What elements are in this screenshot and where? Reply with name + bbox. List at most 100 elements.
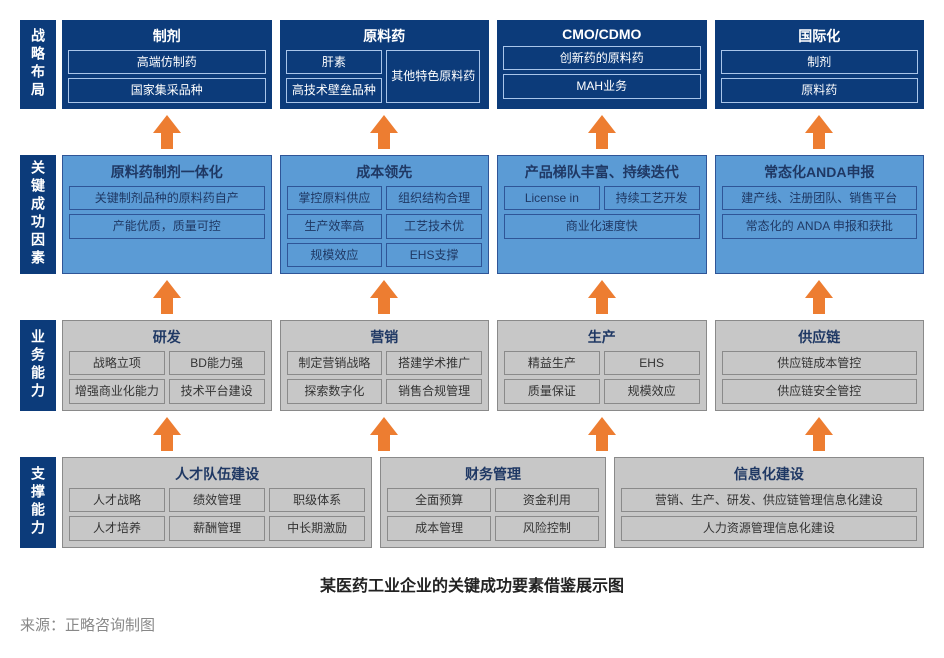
panel: 人才队伍建设人才战略绩效管理职级体系人才培养薪酬管理中长期激励 (62, 457, 372, 548)
chip: 常态化的 ANDA 申报和获批 (722, 214, 918, 238)
panel: 原料药制剂一体化关键制剂品种的原料药自产产能优质，质量可控 (62, 155, 272, 274)
chip: 原料药 (721, 78, 919, 102)
chip: EHS支撑 (386, 243, 482, 267)
row-0: 战略布局制剂高端仿制药国家集采品种原料药肝素高技术壁垒品种其他特色原料药CMO/… (20, 20, 924, 109)
chip: 规模效应 (287, 243, 383, 267)
arrow-up-icon (805, 417, 833, 451)
chip: 质量保证 (504, 379, 600, 403)
chip: 掌控原料供应 (287, 186, 383, 210)
row-content: 制剂高端仿制药国家集采品种原料药肝素高技术壁垒品种其他特色原料药CMO/CDMO… (62, 20, 924, 109)
panel: 财务管理全面预算资金利用成本管理风险控制 (380, 457, 606, 548)
side-label: 业务能力 (20, 320, 56, 411)
arrow-up-icon (370, 280, 398, 314)
chip: 建产线、注册团队、销售平台 (722, 186, 918, 210)
panel: CMO/CDMO 创新药的原料药 MAH业务 (497, 20, 707, 109)
panel-title: 常态化ANDA申报 (764, 162, 874, 182)
row-content: 原料药制剂一体化关键制剂品种的原料药自产产能优质，质量可控 成本领先掌控原料供应组… (62, 155, 924, 274)
chip: 高端仿制药 (68, 50, 266, 74)
side-label: 关键成功因素 (20, 155, 56, 274)
chip: 创新药的原料药 (503, 46, 701, 70)
chip: EHS (604, 351, 700, 375)
chip: 其他特色原料药 (386, 50, 480, 103)
arrow-up-icon (805, 115, 833, 149)
chip: 职级体系 (269, 488, 365, 512)
chip: 供应链成本管控 (722, 351, 918, 375)
panel-title: 原料药 (363, 26, 405, 46)
panel-title: 信息化建设 (734, 464, 804, 484)
chip: 销售合规管理 (386, 379, 482, 403)
chip: 肝素 (286, 50, 383, 74)
panel: 制剂高端仿制药国家集采品种 (62, 20, 272, 109)
side-label: 支撑能力 (20, 457, 56, 548)
panel: 生产精益生产EHS质量保证规模效应 (497, 320, 707, 411)
panel-title: 财务管理 (465, 464, 521, 484)
panel: 研发战略立项BD能力强增强商业化能力技术平台建设 (62, 320, 272, 411)
panel-title: 成本领先 (356, 162, 412, 182)
panel-title: 生产 (588, 327, 616, 347)
arrow-up-icon (370, 417, 398, 451)
chip: 生产效率高 (287, 214, 383, 238)
chip: MAH业务 (503, 74, 701, 98)
row-2: 业务能力研发战略立项BD能力强增强商业化能力技术平台建设营销制定营销战略搭建学术… (20, 320, 924, 411)
panel: 供应链供应链成本管控供应链安全管控 (715, 320, 925, 411)
arrow-up-icon (588, 417, 616, 451)
panel: 常态化ANDA申报建产线、注册团队、销售平台常态化的 ANDA 申报和获批 (715, 155, 925, 274)
arrow-strip (62, 115, 924, 149)
chip: 人才战略 (69, 488, 165, 512)
panel-title: 制剂 (153, 26, 181, 46)
arrow-up-icon (370, 115, 398, 149)
chip: 营销、生产、研发、供应链管理信息化建设 (621, 488, 917, 512)
panel-title: 研发 (153, 327, 181, 347)
side-label: 战略布局 (20, 20, 56, 109)
chip: 薪酬管理 (169, 516, 265, 540)
chip: 关键制剂品种的原料药自产 (69, 186, 265, 210)
chip: 商业化速度快 (504, 214, 700, 238)
chip: 高技术壁垒品种 (286, 78, 383, 102)
arrow-up-icon (805, 280, 833, 314)
chip: 国家集采品种 (68, 78, 266, 102)
row-1: 关键成功因素原料药制剂一体化关键制剂品种的原料药自产产能优质，质量可控成本领先掌… (20, 155, 924, 274)
panel-title: 人才队伍建设 (175, 464, 259, 484)
caption: 某医药工业企业的关键成功要素借鉴展示图 (20, 572, 924, 596)
panel: 营销制定营销战略搭建学术推广探索数字化销售合规管理 (280, 320, 490, 411)
panel-title: 国际化 (798, 26, 840, 46)
chip: 资金利用 (495, 488, 599, 512)
source: 来源：正略咨询制图 (20, 614, 924, 635)
chip: 风险控制 (495, 516, 599, 540)
chip: 中长期激励 (269, 516, 365, 540)
panel-title: CMO/CDMO (562, 26, 641, 42)
chip: 持续工艺开发 (604, 186, 700, 210)
chip: 成本管理 (387, 516, 491, 540)
panel-title: 原料药制剂一体化 (111, 162, 223, 182)
panel: 成本领先掌控原料供应组织结构合理生产效率高工艺技术优规模效应EHS支撑 (280, 155, 490, 274)
row-content: 研发战略立项BD能力强增强商业化能力技术平台建设营销制定营销战略搭建学术推广探索… (62, 320, 924, 411)
chip: 供应链安全管控 (722, 379, 918, 403)
chip: 产能优质，质量可控 (69, 214, 265, 238)
panel: 信息化建设营销、生产、研发、供应链管理信息化建设人力资源管理信息化建设 (614, 457, 924, 548)
chip: License in (504, 186, 600, 210)
panel: 国际化制剂原料药 (715, 20, 925, 109)
row-content: 人才队伍建设人才战略绩效管理职级体系人才培养薪酬管理中长期激励财务管理全面预算资… (62, 457, 924, 548)
chip: 技术平台建设 (169, 379, 265, 403)
arrow-up-icon (153, 280, 181, 314)
arrow-up-icon (153, 115, 181, 149)
row-3: 支撑能力人才队伍建设人才战略绩效管理职级体系人才培养薪酬管理中长期激励财务管理全… (20, 457, 924, 548)
chip: 搭建学术推广 (386, 351, 482, 375)
chip: 人力资源管理信息化建设 (621, 516, 917, 540)
chip: 组织结构合理 (386, 186, 482, 210)
chip: 绩效管理 (169, 488, 265, 512)
panel: 原料药肝素高技术壁垒品种其他特色原料药 (280, 20, 490, 109)
panel-title: 供应链 (798, 327, 840, 347)
chip: BD能力强 (169, 351, 265, 375)
arrow-up-icon (153, 417, 181, 451)
panel-title: 产品梯队丰富、持续迭代 (525, 162, 679, 182)
chip: 增强商业化能力 (69, 379, 165, 403)
panel-title: 营销 (370, 327, 398, 347)
arrow-strip (62, 280, 924, 314)
chip: 战略立项 (69, 351, 165, 375)
chip: 探索数字化 (287, 379, 383, 403)
chip: 人才培养 (69, 516, 165, 540)
panel: 产品梯队丰富、持续迭代 License in持续工艺开发商业化速度快 (497, 155, 707, 274)
chip: 精益生产 (504, 351, 600, 375)
chip: 全面预算 (387, 488, 491, 512)
